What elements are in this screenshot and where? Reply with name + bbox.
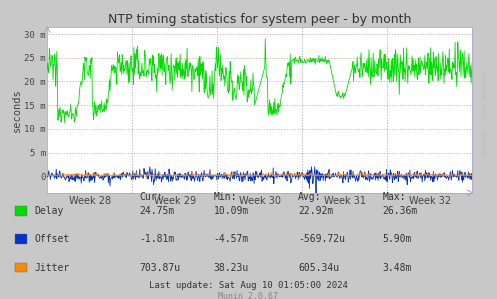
Text: Max:: Max: xyxy=(383,192,406,202)
Text: RRDTOOL / TOBI OETIKER: RRDTOOL / TOBI OETIKER xyxy=(482,72,487,155)
Text: Jitter: Jitter xyxy=(35,263,70,273)
Text: 22.92m: 22.92m xyxy=(298,206,333,216)
Text: Avg:: Avg: xyxy=(298,192,322,202)
Text: 38.23u: 38.23u xyxy=(214,263,249,273)
Text: Offset: Offset xyxy=(35,234,70,244)
Text: 26.36m: 26.36m xyxy=(383,206,418,216)
Text: -1.81m: -1.81m xyxy=(139,234,174,244)
Text: 703.87u: 703.87u xyxy=(139,263,180,273)
Y-axis label: seconds: seconds xyxy=(11,88,21,132)
Text: Cur:: Cur: xyxy=(139,192,163,202)
Text: 10.09m: 10.09m xyxy=(214,206,249,216)
Text: 5.90m: 5.90m xyxy=(383,234,412,244)
Text: 3.48m: 3.48m xyxy=(383,263,412,273)
Text: -4.57m: -4.57m xyxy=(214,234,249,244)
Text: -569.72u: -569.72u xyxy=(298,234,345,244)
Text: Last update: Sat Aug 10 01:05:00 2024: Last update: Sat Aug 10 01:05:00 2024 xyxy=(149,281,348,290)
Text: 605.34u: 605.34u xyxy=(298,263,339,273)
Text: Munin 2.0.67: Munin 2.0.67 xyxy=(219,292,278,299)
Text: 24.75m: 24.75m xyxy=(139,206,174,216)
Text: Delay: Delay xyxy=(35,206,64,216)
Text: Min:: Min: xyxy=(214,192,237,202)
Title: NTP timing statistics for system peer - by month: NTP timing statistics for system peer - … xyxy=(108,13,412,26)
